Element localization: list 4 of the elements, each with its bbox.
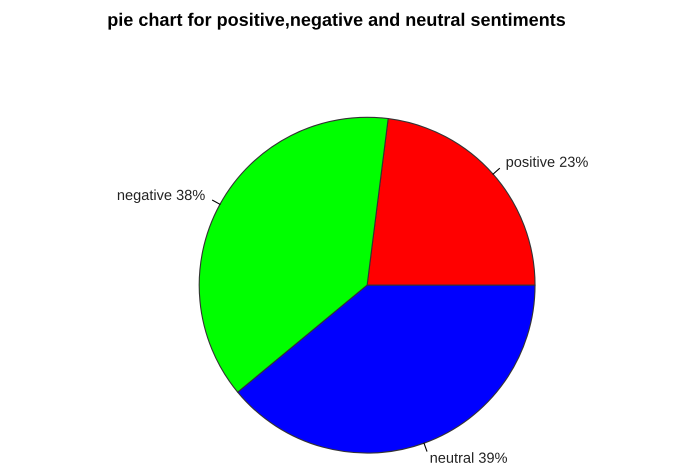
slice-label: negative 38% [118, 189, 205, 204]
slice-label: positive 23% [506, 156, 588, 170]
slice-label: neutral 39% [430, 452, 507, 463]
chart-title: pie chart for positive,negative and neutral sentiments [108, 12, 566, 30]
